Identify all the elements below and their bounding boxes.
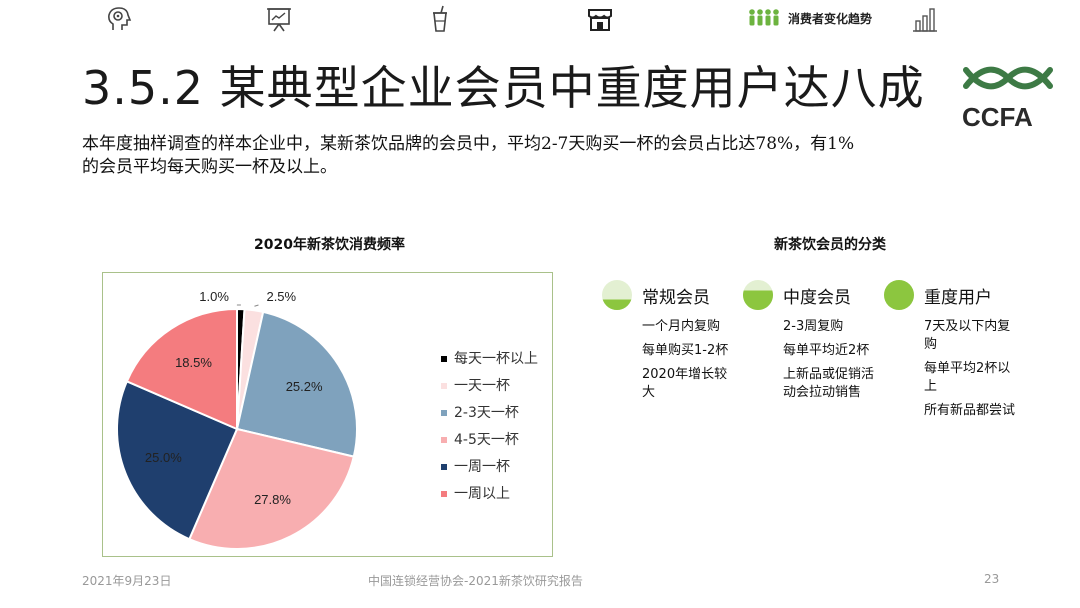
- legend-swatch: [441, 491, 447, 497]
- pie-data-label: 1.0%: [199, 289, 229, 304]
- page-title: 3.5.2 某典型企业会员中重度用户达八成: [82, 61, 925, 115]
- group-item: 每单平均近2杯: [783, 343, 870, 358]
- pie-slice: [235, 310, 358, 458]
- pie-data-label: 25.2%: [286, 379, 323, 394]
- legend-swatch: [441, 383, 447, 389]
- legend-label: 一周一杯: [454, 459, 510, 475]
- leader-line: [254, 304, 259, 307]
- member-group-medium: 中度会员 2-3周复购 每单平均近2杯 上新品或促销活动会拉动销售: [741, 280, 874, 408]
- pie-slice: [116, 380, 239, 541]
- legend-swatch: [441, 356, 447, 362]
- group-item: 上新品或促销活动会拉动销售: [783, 367, 875, 400]
- classification-title: 新茶饮会员的分类: [774, 237, 886, 253]
- bar-chart-icon[interactable]: [910, 4, 940, 34]
- fill-level-circle-icon: [884, 280, 914, 310]
- footer-date: 2021年9月23日: [82, 574, 172, 588]
- legend-swatch: [441, 410, 447, 416]
- member-group-heavy: 重度用户 7天及以下内复购 每单平均2杯以上 所有新品都尝试: [882, 280, 1015, 426]
- nav-active-item[interactable]: 消费者变化趋势: [748, 8, 872, 28]
- presentation-board-icon[interactable]: [264, 4, 294, 34]
- subtitle: 本年度抽样调查的样本企业中，某新茶饮品牌的会员中，平均2-7天购买一杯的会员占比…: [82, 134, 855, 177]
- ccfa-logo: CCFA: [962, 66, 1053, 132]
- pie-data-label: 27.8%: [254, 492, 291, 507]
- top-navigation: 消费者变化趋势: [0, 0, 1080, 40]
- group-item: 每单购买1-2杯: [642, 343, 729, 358]
- legend-label: 一周以上: [454, 486, 510, 502]
- group-item: 2-3周复购: [783, 319, 844, 334]
- legend-label: 每天一杯以上: [454, 351, 538, 367]
- fill-level-circle-icon: [602, 280, 632, 310]
- group-item: 每单平均2杯以上: [924, 361, 1011, 394]
- logo-text: CCFA: [962, 102, 1033, 132]
- group-name: 中度会员: [783, 287, 851, 308]
- fill-level-circle-icon: [743, 280, 773, 310]
- pie-data-label: 18.5%: [175, 355, 212, 370]
- group-name: 常规会员: [642, 287, 710, 308]
- legend-label: 4-5天一杯: [454, 432, 519, 448]
- footer-org: 中国连锁经营协会-2021新茶饮研究报告: [368, 574, 583, 588]
- group-item: 7天及以下内复购: [924, 319, 1011, 352]
- member-group-regular: 常规会员 一个月内复购 每单购买1-2杯 2020年增长较大: [600, 280, 730, 408]
- legend-swatch: [441, 464, 447, 470]
- pie-slice: [125, 307, 238, 431]
- group-item: 一个月内复购: [642, 319, 721, 334]
- group-item: 所有新品都尝试: [924, 403, 1016, 418]
- pie-chart-frame: 1.0% 2.5% 25.2% 27.8% 25.0% 18.5% 每天一杯以上 一天一杯 2…: [102, 272, 553, 557]
- pie-data-label: 2.5%: [266, 289, 296, 304]
- storefront-icon[interactable]: [585, 4, 615, 34]
- page-number: 23: [984, 572, 1000, 586]
- brain-gear-icon[interactable]: [104, 4, 134, 34]
- chart-title: 2020年新茶饮消费频率: [254, 237, 405, 253]
- people-group-icon: [749, 9, 779, 26]
- group-name: 重度用户: [924, 287, 992, 308]
- legend-swatch: [441, 437, 447, 443]
- pie-data-label: 25.0%: [145, 450, 182, 465]
- legend-label: 一天一杯: [454, 378, 510, 394]
- nav-active-label: 消费者变化趋势: [788, 11, 873, 26]
- group-item: 2020年增长较大: [642, 367, 728, 400]
- legend-label: 2-3天一杯: [454, 405, 519, 421]
- drink-cup-icon[interactable]: [425, 4, 455, 34]
- pie-slice: [188, 427, 355, 550]
